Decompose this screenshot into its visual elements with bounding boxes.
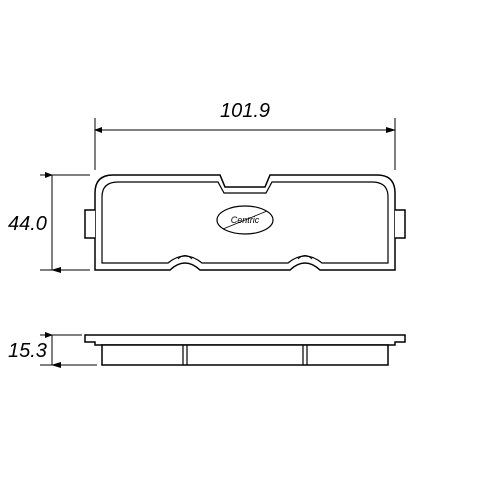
dim-height-label: 44.0 [8,213,47,236]
dim-thickness-label: 15.3 [8,340,47,363]
backing-plate [85,335,405,345]
dim-width-label: 101.9 [220,100,270,123]
dim-height [40,175,90,270]
friction-block [102,345,388,365]
technical-drawing: Centric [0,0,500,500]
right-tab [395,210,405,238]
dim-width [95,118,395,170]
left-tab [85,210,95,238]
front-view: Centric [85,175,405,270]
side-view [85,335,405,365]
